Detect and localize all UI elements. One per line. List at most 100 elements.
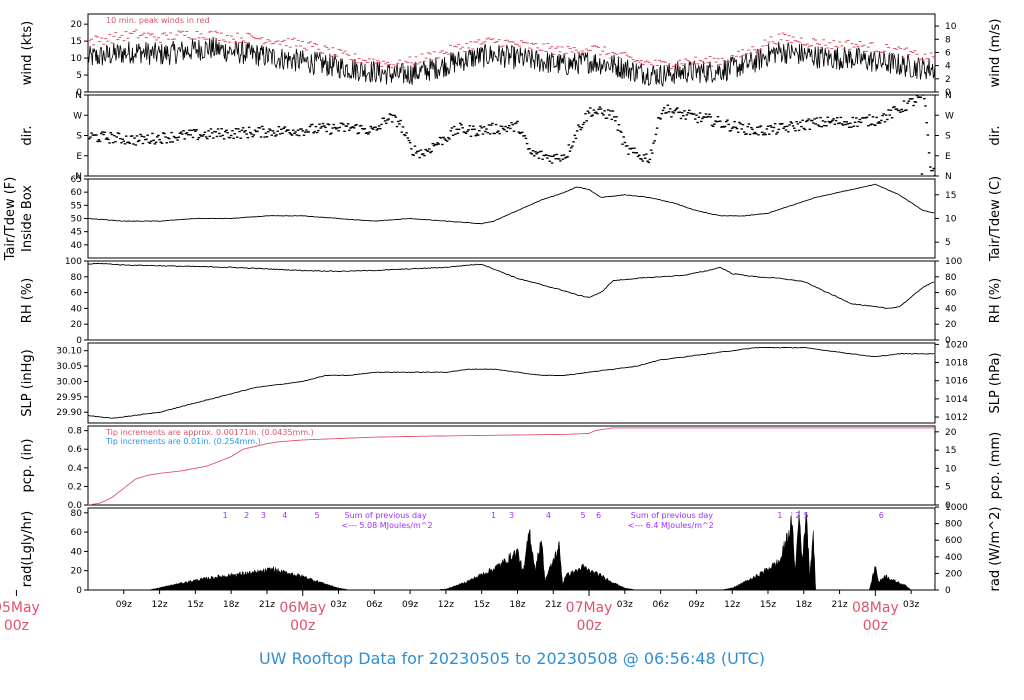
y-tick-label: 30.05 [56,362,82,372]
y-tick-label: 60 [71,289,83,299]
panel-rad [84,506,939,591]
y-tick-label-right: 1000 [945,503,968,513]
rad-hour-marker: 2 [244,511,249,520]
x-day-label: 05May [0,600,40,616]
y-tick-label: 20 [71,20,83,30]
temp-series [88,183,935,225]
series-group-rh [88,262,935,309]
y-tick-label: N [75,91,82,101]
x-tick-label: 12z [438,600,454,610]
y-tick-label-right: 5 [945,483,951,493]
rad-sum-annotation: Sum of previous day [344,511,426,520]
rad-hour-marker: 3 [509,511,514,520]
series-group-temp [88,183,935,225]
ylabel-left-2: Inside Box [20,185,35,252]
panel-wind [84,13,939,93]
y-tick-label: 0.4 [68,464,83,474]
pcp-annotation-red: Tip increments are approx. 0.00171in. (0… [105,428,314,437]
x-tick-label: 18z [223,600,239,610]
y-tick-label: 0 [76,336,82,346]
x-tick-label: 09z [688,600,704,610]
y-tick-label: 5 [76,71,82,81]
y-tick-label-right: 20 [945,320,957,330]
y-tick-label: E [76,152,82,162]
ylabel-left: wind (kts) [20,21,35,85]
y-tick-label-right: 600 [945,536,962,546]
pcp-series [88,427,934,505]
ylabel-right: SLP (hPa) [988,352,1003,413]
ylabel-right: Tair/Tdew (C) [988,176,1003,262]
wind-annotation: 10 min. peak winds in red [106,16,210,25]
slp-series [88,346,935,419]
y-tick-label-right: W [945,111,954,121]
y-tick-label: 40 [71,241,83,251]
panel-frame-slp [87,342,936,424]
ylabel-right: dir. [988,125,1003,145]
x-tick-label: 15z [760,600,776,610]
y-tick-label-right: 100 [945,257,962,267]
y-tick-label-right: E [945,152,951,162]
rad-hour-marker: 5 [581,511,586,520]
ylabel-left: SLP (inHg) [20,349,35,417]
y-tick-label-right: 10 [945,215,957,225]
rad-hour-marker: 1 [223,511,228,520]
panel-frame-dir [87,94,936,177]
panel-frame-pcp [87,425,936,506]
panel-pcp [84,425,939,506]
y-tick-label: 40 [71,304,83,314]
y-tick-label: 0 [76,88,82,98]
rad-hour-marker: 2 [795,511,800,520]
y-tick-label-right: 0 [945,88,951,98]
series-group-dir [88,95,935,176]
y-tick-label-right: 0 [945,586,951,596]
y-tick-label-right: 1020 [945,340,968,350]
x-day-sub-label: 00z [863,618,888,634]
x-day-sub-label: 00z [4,618,29,634]
series-group-slp [88,346,935,419]
x-tick-label: 06z [653,600,669,610]
x-tick-label: 15z [187,600,203,610]
x-day-label: 08May [852,600,899,616]
panel-slp [84,342,939,424]
x-tick-label: 03z [903,600,919,610]
pcp-annotation-blue: Tip increments are 0.01in. (0.254mm.) [105,437,261,446]
rad-hour-marker: 6 [879,511,884,520]
rh-series [88,262,935,309]
ylabel-right: rad (W/m^2) [988,507,1003,592]
panel-rh [84,260,939,341]
y-tick-label-right: 15 [945,446,956,456]
rad-hour-marker: 4 [282,511,287,520]
chart-title: UW Rooftop Data for 20230505 to 20230508… [258,649,766,668]
x-day-sub-label: 00z [576,618,601,634]
ylabel-left: pcp. (in) [20,439,35,493]
y-tick-label-right: 1014 [945,395,968,405]
x-tick-label: 03z [617,600,633,610]
panel-dir [84,94,939,177]
x-tick-label: 21z [259,600,275,610]
rad-hour-marker: ' [791,511,793,520]
series-group-rad [88,510,935,590]
y-tick-label-right: 40 [945,304,957,314]
x-tick-label: 15z [474,600,490,610]
y-tick-label: 0.2 [68,482,82,492]
y-tick-label: N [75,172,82,182]
ylabel-left: Tair/Tdew (F) [3,177,18,262]
y-tick-label: 0.8 [68,427,83,437]
y-tick-label: 100 [65,257,82,267]
y-tick-label: 10 [71,54,83,64]
x-tick-label: 18z [509,600,525,610]
y-tick-label: 20 [71,567,83,577]
x-day-label: 07May [566,600,613,616]
rad-hour-marker: 5 [315,511,320,520]
y-tick-label-right: 4 [945,62,951,72]
y-tick-label-right: 60 [945,289,957,299]
rad-area [88,510,935,590]
y-tick-label: 40 [71,547,83,557]
y-tick-label: W [73,111,82,121]
y-tick-label-right: 10 [945,22,957,32]
y-tick-label: 30.10 [56,347,82,357]
y-tick-label: 45 [71,228,82,238]
ylabel-right: RH (%) [988,278,1003,323]
y-tick-label-right: 400 [945,553,962,563]
